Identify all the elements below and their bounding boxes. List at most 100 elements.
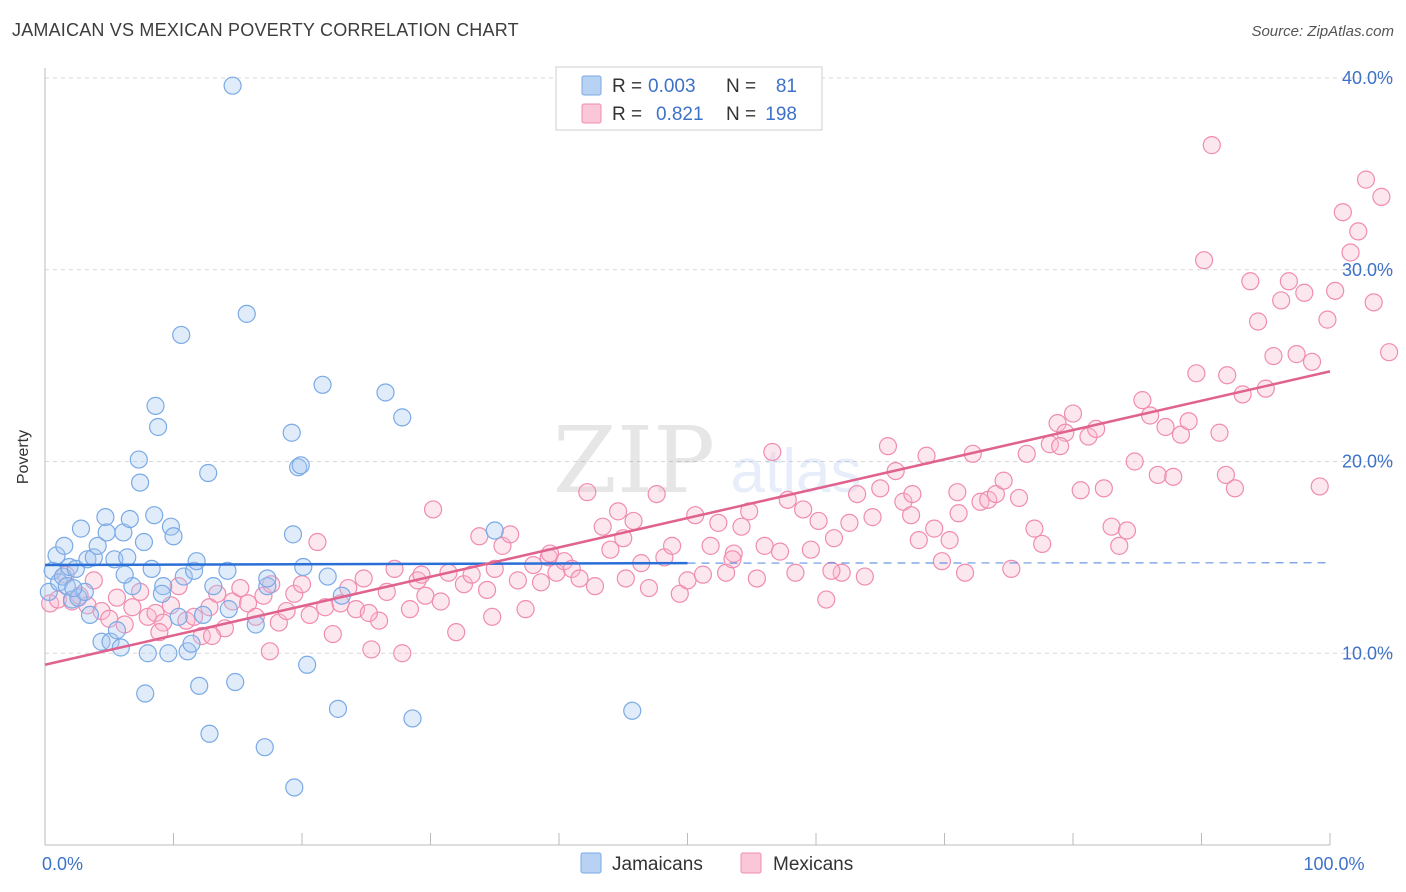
source-label: Source: ZipAtlas.com xyxy=(1251,23,1394,40)
jamaicans-point xyxy=(623,701,642,720)
jamaicans-point xyxy=(187,552,206,571)
mexicans-point xyxy=(1302,352,1322,371)
mexicans-point xyxy=(1025,519,1044,538)
mexicans-point xyxy=(1140,406,1160,425)
mexicans-trend-line xyxy=(44,370,1331,666)
mexicans-point xyxy=(1110,536,1129,555)
mexicans-point xyxy=(824,529,844,548)
mexicans-point xyxy=(1318,310,1337,329)
mexicans-point xyxy=(1295,283,1314,302)
jamaicans-point xyxy=(60,557,79,577)
jamaicans-point xyxy=(80,605,100,625)
mexicans-point xyxy=(925,519,944,538)
jamaicans-point xyxy=(291,456,310,475)
mexicans-point xyxy=(903,484,922,504)
mexicans-point xyxy=(747,569,766,588)
mexicans-point xyxy=(578,483,597,502)
mexicans-point xyxy=(1051,437,1070,456)
watermark-atlas: atlas xyxy=(731,437,862,506)
mexicans-point xyxy=(260,642,279,661)
mexicans-point xyxy=(362,640,381,659)
mexicans-point xyxy=(555,552,574,571)
jamaicans-point xyxy=(172,325,191,345)
jamaicans-point xyxy=(138,644,157,663)
mexicans-point xyxy=(878,437,898,456)
jamaicans-point xyxy=(313,375,332,394)
mexicans-point xyxy=(1194,251,1214,270)
mexicans-point xyxy=(1002,559,1021,578)
jamaicans-point xyxy=(146,396,165,415)
mexicans-point xyxy=(1310,477,1329,496)
jamaicans-point xyxy=(485,521,504,540)
jamaicans-point xyxy=(200,724,219,743)
mexicans-point xyxy=(483,607,502,626)
mexicans-point xyxy=(909,531,928,550)
chart-title: JAMAICAN VS MEXICAN POVERTY CORRELATION … xyxy=(12,20,519,40)
jamaicans-point xyxy=(376,383,395,402)
mexicans-point xyxy=(238,594,258,613)
trend-lines xyxy=(44,370,1331,666)
jamaicans-point xyxy=(120,509,139,529)
mexicans-point xyxy=(1272,291,1291,310)
mexicans-point xyxy=(670,584,689,603)
mexicans-point xyxy=(477,580,497,600)
jamaicans-point xyxy=(71,519,91,538)
mexicans-point xyxy=(809,511,828,531)
jamaicans-point xyxy=(223,76,242,95)
watermark: ZIP atlas xyxy=(553,407,862,514)
mexicans-point xyxy=(1148,465,1167,485)
mexicans-point xyxy=(709,513,728,532)
mexicans-point xyxy=(801,540,820,559)
mexicans-point xyxy=(932,552,952,571)
jamaicans-point xyxy=(204,577,223,596)
mexicans-point xyxy=(231,578,250,598)
mexicans-point xyxy=(524,555,543,575)
mexicans-point xyxy=(994,471,1013,490)
mexicans-point xyxy=(855,567,874,586)
y-tick-label: 30.0% xyxy=(1342,260,1393,280)
bottom-legend-jamaicans: Jamaicans xyxy=(612,854,703,875)
jamaicans-point xyxy=(258,569,277,588)
mexicans-point xyxy=(794,500,813,519)
jamaicans-point xyxy=(164,527,183,546)
mexicans-point xyxy=(1210,423,1229,442)
mexicans-point xyxy=(393,644,412,663)
mexicans-point xyxy=(1009,488,1029,508)
legend-r-label: R = xyxy=(612,104,642,125)
jamaicans-point xyxy=(142,559,161,578)
mexicans-points xyxy=(41,136,1399,663)
mexicans-point xyxy=(948,483,967,502)
mexicans-point xyxy=(1171,425,1191,444)
jamaicans-point xyxy=(107,621,127,640)
mexicans-point xyxy=(1164,467,1183,486)
mexicans-point xyxy=(447,623,466,642)
legend-n-label: N = xyxy=(726,104,756,125)
mexicans-point xyxy=(1017,444,1036,463)
mexicans-point xyxy=(285,584,304,603)
mexicans-point xyxy=(1079,427,1098,446)
legend-swatch-mexicans xyxy=(581,103,602,124)
mexicans-point xyxy=(570,569,589,588)
jamaicans-point xyxy=(96,508,115,527)
y-tick-label: 10.0% xyxy=(1342,643,1393,663)
mexicans-point xyxy=(822,561,841,580)
mexicans-point xyxy=(616,569,635,588)
jamaicans-point xyxy=(154,577,173,596)
jamaicans-point xyxy=(403,709,422,728)
axes: 10.0% 20.0% 30.0% 40.0% 0.0% 100.0% xyxy=(42,68,1393,874)
jamaicans-point xyxy=(75,582,94,601)
mexicans-point xyxy=(354,569,373,588)
mexicans-point xyxy=(308,532,327,552)
mexicans-point xyxy=(593,517,612,536)
jamaicans-point xyxy=(219,600,238,619)
jamaicans-point xyxy=(289,458,308,477)
mexicans-point xyxy=(678,571,697,590)
mexicans-point xyxy=(940,531,959,550)
jamaicans-point xyxy=(148,417,168,437)
jamaicans-point xyxy=(169,607,188,626)
jamaicans-point xyxy=(57,577,76,596)
jamaicans-point xyxy=(199,463,218,483)
mexicans-point xyxy=(949,504,968,523)
jamaicans-point xyxy=(134,532,154,552)
